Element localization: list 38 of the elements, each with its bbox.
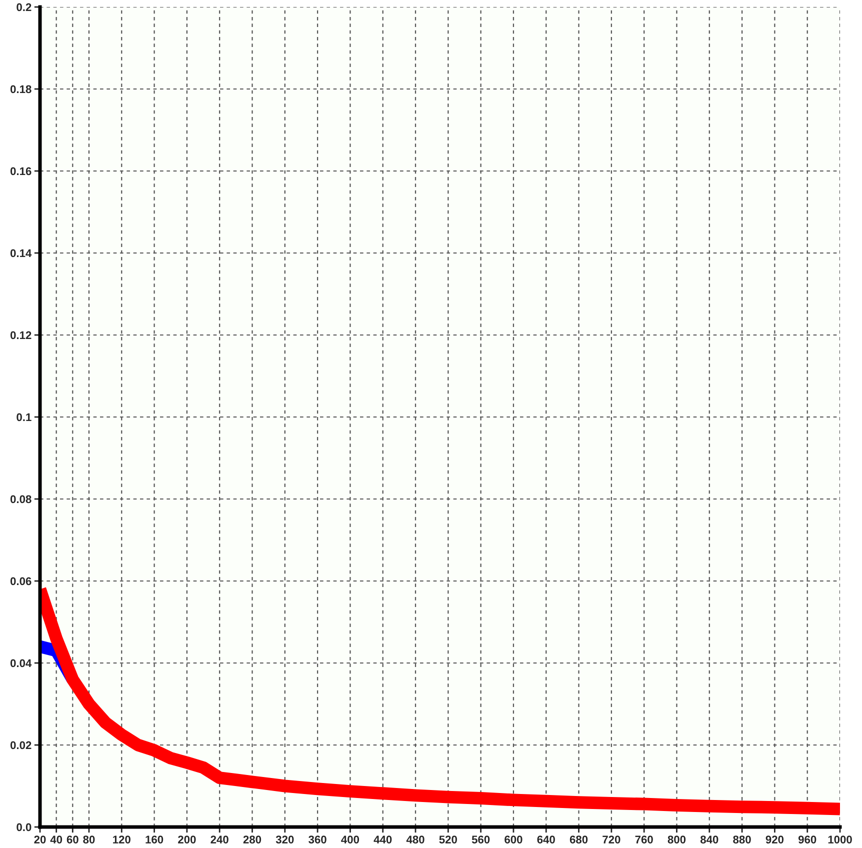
y-tick-label: 0.06 bbox=[10, 577, 32, 586]
x-tick-label: 80 bbox=[83, 836, 95, 844]
y-tick-label: 0.02 bbox=[10, 741, 32, 750]
x-tick-label: 920 bbox=[766, 836, 784, 844]
y-tick-label: 0.16 bbox=[10, 167, 32, 176]
x-tick-label: 240 bbox=[210, 836, 228, 844]
x-tick-label: 60 bbox=[66, 836, 78, 844]
y-tick-label: 0.0 bbox=[16, 823, 32, 832]
y-tick-label: 0.18 bbox=[10, 85, 32, 94]
x-tick-label: 320 bbox=[276, 836, 294, 844]
x-tick-label: 1000 bbox=[828, 836, 852, 844]
x-tick-label: 680 bbox=[570, 836, 588, 844]
x-tick-label: 880 bbox=[733, 836, 751, 844]
x-tick-label: 160 bbox=[146, 836, 164, 844]
x-tick-label: 840 bbox=[700, 836, 718, 844]
x-tick-label: 560 bbox=[472, 836, 490, 844]
x-tick-label: 120 bbox=[113, 836, 130, 844]
x-tick-label: 760 bbox=[635, 836, 653, 844]
y-tick-label: 0.14 bbox=[10, 249, 32, 258]
x-tick-label: 480 bbox=[406, 836, 424, 844]
x-tick-label: 960 bbox=[798, 836, 816, 844]
x-tick-label: 800 bbox=[668, 836, 686, 844]
x-tick-label: 640 bbox=[537, 836, 555, 844]
y-tick-label: 0.12 bbox=[10, 331, 32, 340]
x-tick-label: 200 bbox=[178, 836, 196, 844]
x-tick-label: 720 bbox=[602, 836, 620, 844]
y-tick-label: 0.2 bbox=[16, 3, 32, 12]
x-tick-label: 400 bbox=[341, 836, 360, 844]
x-tick-label: 40 bbox=[50, 836, 62, 844]
x-tick-label: 440 bbox=[374, 836, 392, 844]
y-tick-label: 0.1 bbox=[16, 413, 32, 422]
x-tick-label: 600 bbox=[504, 836, 522, 844]
y-tick-label: 0.04 bbox=[10, 659, 32, 668]
x-tick-label: 20 bbox=[34, 836, 46, 844]
x-tick-label: 280 bbox=[243, 836, 262, 844]
x-tick-label: 360 bbox=[308, 836, 326, 844]
x-tick-label: 520 bbox=[439, 836, 457, 844]
y-tick-label: 0.08 bbox=[10, 495, 32, 504]
